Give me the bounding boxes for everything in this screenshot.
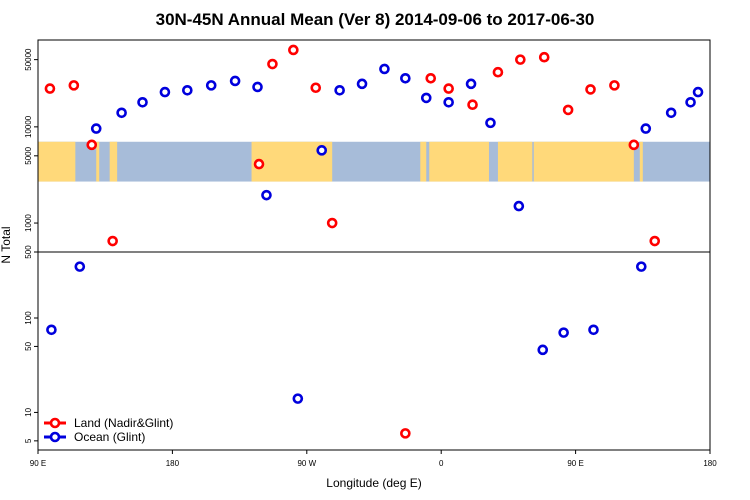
legend-marker-land bbox=[49, 417, 61, 429]
land-point bbox=[400, 428, 411, 439]
y-tick-label: 10 bbox=[24, 407, 33, 416]
land-point bbox=[267, 58, 278, 70]
ocean-series bbox=[46, 63, 704, 404]
ocean-point bbox=[537, 344, 549, 356]
land-point bbox=[425, 72, 437, 84]
land-point bbox=[44, 83, 56, 94]
ocean-point bbox=[588, 324, 599, 336]
legend-label-ocean: Ocean (Glint) bbox=[74, 430, 145, 444]
ocean-point bbox=[229, 75, 241, 87]
x-axis-label: Longitude (deg E) bbox=[326, 476, 421, 490]
ocean-point bbox=[182, 84, 193, 96]
ocean-point bbox=[316, 145, 328, 156]
ocean-point bbox=[692, 86, 704, 98]
y-tick-label: 50 bbox=[24, 341, 33, 350]
legend-label-land: Land (Nadir&Glint) bbox=[74, 416, 173, 430]
ocean-point bbox=[636, 261, 647, 272]
ocean-point bbox=[292, 393, 304, 404]
land-point bbox=[492, 66, 504, 78]
land-point bbox=[107, 235, 118, 247]
ocean-point bbox=[116, 107, 127, 119]
map-land bbox=[639, 141, 643, 182]
y-axis: 5 10 50 100 500 1000 5000 10000 50000 bbox=[24, 48, 38, 443]
ocean-point bbox=[400, 72, 411, 84]
land-point bbox=[515, 54, 526, 65]
land-point bbox=[649, 235, 661, 247]
ocean-point bbox=[640, 123, 652, 134]
legend-entry-land: Land (Nadir&Glint) bbox=[44, 416, 173, 430]
y-tick-label: 500 bbox=[24, 245, 33, 259]
map-land bbox=[429, 141, 489, 182]
world-map-band bbox=[38, 141, 710, 182]
ocean-point bbox=[485, 117, 496, 129]
ocean-point bbox=[74, 261, 86, 272]
x-tick-label: 0 bbox=[439, 459, 444, 468]
land-point bbox=[609, 80, 620, 91]
ocean-point bbox=[443, 97, 454, 108]
map-land bbox=[96, 141, 100, 182]
land-point bbox=[288, 44, 299, 56]
x-tick-label: 90 E bbox=[30, 459, 46, 468]
x-axis: 90 E 180 90 W 0 90 E 180 bbox=[30, 450, 717, 468]
ocean-point bbox=[356, 78, 368, 90]
land-point bbox=[628, 139, 640, 151]
y-tick-label: 1000 bbox=[24, 214, 33, 232]
x-tick-label: 180 bbox=[703, 459, 717, 468]
y-tick-label: 10000 bbox=[24, 115, 33, 138]
legend-entry-ocean: Ocean (Glint) bbox=[44, 430, 145, 444]
y-axis-label: N Total bbox=[0, 226, 13, 263]
land-point bbox=[538, 51, 550, 63]
ocean-point bbox=[420, 92, 432, 104]
ocean-point bbox=[685, 97, 696, 108]
plot-frame bbox=[37, 39, 711, 451]
x-tick-label: 90 W bbox=[297, 459, 316, 468]
land-series bbox=[44, 44, 661, 439]
x-tick-label: 90 E bbox=[567, 459, 583, 468]
data-points bbox=[44, 44, 704, 439]
land-point bbox=[68, 80, 80, 91]
map-land bbox=[38, 141, 76, 182]
land-point bbox=[443, 83, 454, 94]
ocean-point bbox=[513, 200, 525, 212]
ocean-point bbox=[252, 81, 263, 93]
x-tick-label: 180 bbox=[166, 459, 180, 468]
ocean-point bbox=[205, 80, 217, 91]
land-point bbox=[253, 158, 265, 170]
land-point bbox=[562, 104, 574, 116]
y-tick-label: 50000 bbox=[24, 48, 33, 71]
ocean-point bbox=[90, 123, 102, 134]
chart-title: 30N-45N Annual Mean (Ver 8) 2014-09-06 t… bbox=[156, 10, 595, 29]
map-land bbox=[533, 141, 634, 182]
land-point bbox=[326, 217, 338, 229]
ocean-point bbox=[379, 63, 390, 75]
ocean-point bbox=[465, 78, 477, 90]
legend: Land (Nadir&Glint) Ocean (Glint) bbox=[44, 416, 173, 444]
map-land bbox=[109, 141, 118, 182]
ocean-point bbox=[159, 86, 171, 98]
y-tick-label: 5 bbox=[24, 438, 33, 443]
map-land bbox=[420, 141, 427, 182]
map-land bbox=[497, 141, 533, 182]
y-tick-label: 5000 bbox=[24, 146, 33, 164]
ocean-point bbox=[261, 189, 272, 201]
legend-marker-ocean bbox=[49, 431, 61, 443]
land-point bbox=[310, 82, 322, 94]
ocean-point bbox=[665, 107, 677, 119]
ocean-point bbox=[558, 327, 569, 338]
y-tick-label: 100 bbox=[24, 311, 33, 325]
ocean-point bbox=[334, 84, 345, 96]
land-point bbox=[467, 99, 478, 110]
land-point bbox=[585, 84, 596, 95]
ocean-point bbox=[46, 324, 57, 336]
ocean-point bbox=[137, 97, 148, 108]
land-point bbox=[86, 139, 98, 151]
